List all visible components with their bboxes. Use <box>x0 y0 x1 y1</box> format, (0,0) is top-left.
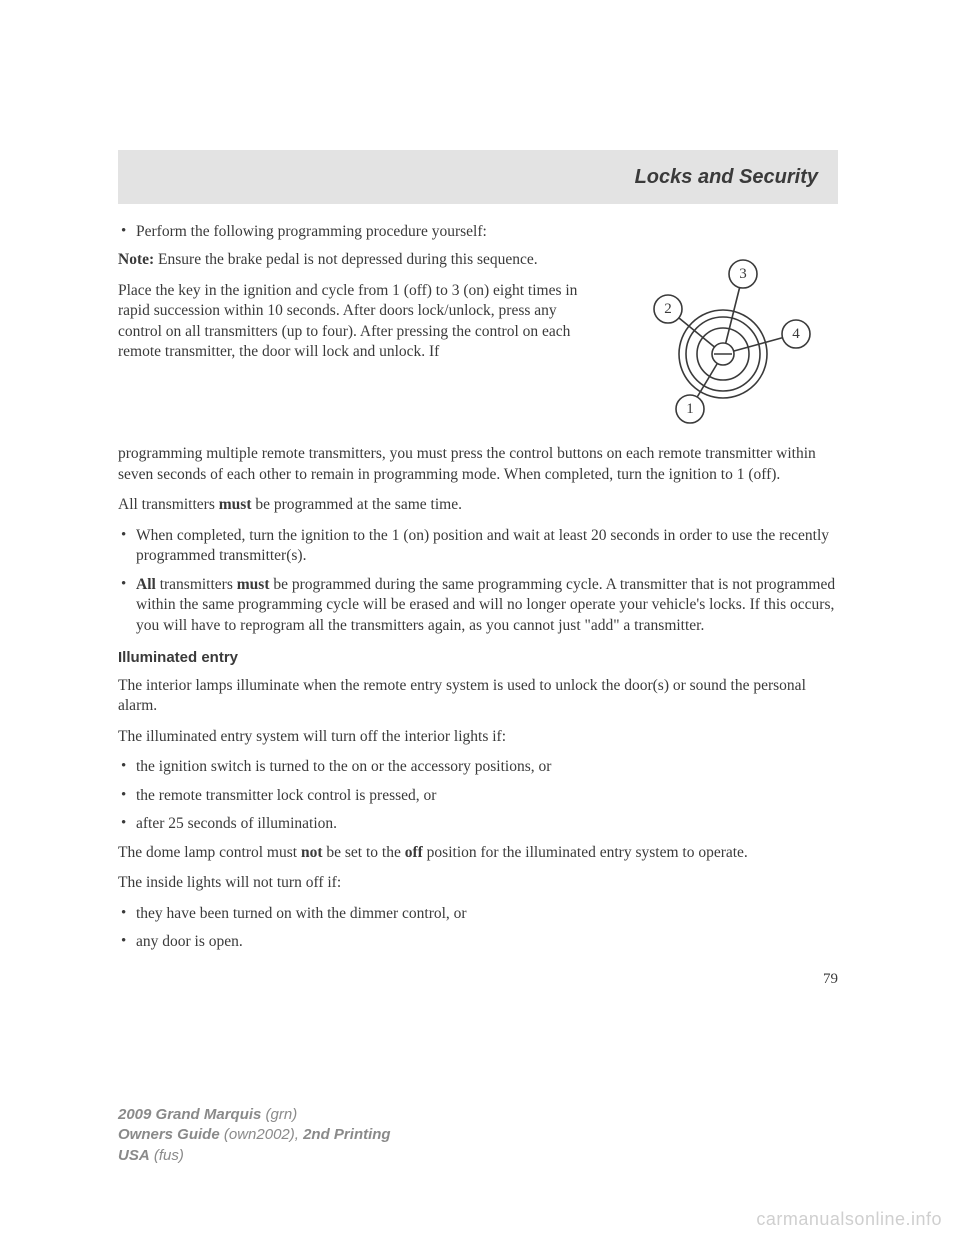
footer-code1: (grn) <box>261 1106 297 1123</box>
footer: 2009 Grand Marquis (grn) Owners Guide (o… <box>118 1105 391 1166</box>
must-post: be programmed at the same time. <box>251 496 461 513</box>
bullet-text: any door is open. <box>136 933 243 950</box>
procedure-part1: Place the key in the ignition and cycle … <box>118 281 590 363</box>
bullet-list-2: When completed, turn the ignition to the… <box>118 526 838 636</box>
page-number: 79 <box>118 970 838 990</box>
ill-p3-not: not <box>301 844 323 861</box>
note-label: Note: <box>118 251 154 268</box>
bullet-text: When completed, turn the ignition to the… <box>136 527 829 564</box>
bullet-list-3: the ignition switch is turned to the on … <box>118 757 838 834</box>
bullet3-must: must <box>237 576 270 593</box>
list-item: they have been turned on with the dimmer… <box>118 904 838 924</box>
footer-line-2: Owners Guide (own2002), 2nd Printing <box>118 1125 391 1145</box>
body-text: Perform the following programming proced… <box>118 204 838 990</box>
footer-printing: 2nd Printing <box>303 1126 391 1143</box>
section-title: Locks and Security <box>635 166 818 189</box>
list-item: any door is open. <box>118 932 838 952</box>
ill-p3-mid: be set to the <box>323 844 405 861</box>
bullet-text: the ignition switch is turned to the on … <box>136 758 551 775</box>
note-text: Ensure the brake pedal is not depressed … <box>154 251 538 268</box>
must-pre: All transmitters <box>118 496 219 513</box>
ill-p4: The inside lights will not turn off if: <box>118 873 838 893</box>
procedure-part2: programming multiple remote transmitters… <box>118 444 838 485</box>
footer-line-3: USA (fus) <box>118 1146 391 1166</box>
bullet-list-4: they have been turned on with the dimmer… <box>118 904 838 953</box>
must-line: All transmitters must be programmed at t… <box>118 495 838 515</box>
ignition-diagram: 1 2 3 4 <box>608 250 838 444</box>
list-item: the ignition switch is turned to the on … <box>118 757 838 777</box>
floated-text: Note: Ensure the brake pedal is not depr… <box>118 250 590 444</box>
note-paragraph: Note: Ensure the brake pedal is not depr… <box>118 250 590 270</box>
list-item: after 25 seconds of illumination. <box>118 814 838 834</box>
text-with-diagram: Note: Ensure the brake pedal is not depr… <box>118 250 838 444</box>
header-band: Locks and Security <box>118 150 838 204</box>
footer-code3: (fus) <box>150 1147 184 1164</box>
must-bold: must <box>219 496 252 513</box>
bullet-text: after 25 seconds of illumination. <box>136 815 337 832</box>
dial-pos-3: 3 <box>739 266 747 282</box>
footer-code2: (own2002) <box>220 1126 295 1143</box>
footer-sep: , <box>295 1126 303 1143</box>
ill-p3-post: position for the illuminated entry syste… <box>423 844 748 861</box>
bullet-text: Perform the following programming proced… <box>136 223 487 240</box>
bullet-text: they have been turned on with the dimmer… <box>136 905 467 922</box>
list-item: All transmitters must be programmed duri… <box>118 575 838 636</box>
illuminated-entry-heading: Illuminated entry <box>118 648 838 668</box>
watermark: carmanualsonline.info <box>756 1209 942 1230</box>
ill-p1: The interior lamps illuminate when the r… <box>118 676 838 717</box>
ill-p2: The illuminated entry system will turn o… <box>118 727 838 747</box>
list-item: When completed, turn the ignition to the… <box>118 526 838 567</box>
ill-p3-pre: The dome lamp control must <box>118 844 301 861</box>
bullet-text: the remote transmitter lock control is p… <box>136 787 436 804</box>
footer-guide: Owners Guide <box>118 1126 220 1143</box>
dial-pos-1: 1 <box>686 401 694 417</box>
page-content: Locks and Security Perform the following… <box>118 150 838 990</box>
ignition-dial-svg: 1 2 3 4 <box>618 254 828 444</box>
bullet-list-1: Perform the following programming proced… <box>118 222 838 242</box>
dial-pos-2: 2 <box>664 301 672 317</box>
list-item: Perform the following programming proced… <box>118 222 838 242</box>
bullet3-mid: transmitters <box>156 576 237 593</box>
ill-p3-off: off <box>405 844 423 861</box>
bullet3-all: All <box>136 576 156 593</box>
ill-p3: The dome lamp control must not be set to… <box>118 843 838 863</box>
footer-usa: USA <box>118 1147 150 1164</box>
dial-pos-4: 4 <box>792 326 800 342</box>
footer-model: 2009 Grand Marquis <box>118 1106 261 1123</box>
footer-line-1: 2009 Grand Marquis (grn) <box>118 1105 391 1125</box>
list-item: the remote transmitter lock control is p… <box>118 786 838 806</box>
